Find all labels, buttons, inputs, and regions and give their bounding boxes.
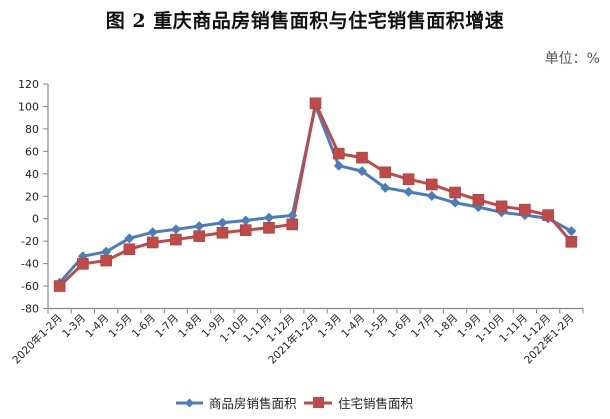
x-tick-label: 1-3月 [316, 312, 344, 340]
square-marker [449, 186, 461, 199]
unit-label: 单位：% [544, 51, 600, 67]
y-tick-label: 0 [32, 213, 39, 226]
square-marker [216, 226, 229, 239]
diamond-marker [566, 226, 577, 237]
square-marker-icon [313, 397, 324, 408]
series-lines [53, 97, 578, 292]
legend-item-residential: 住宅销售面积 [304, 396, 413, 411]
square-marker [356, 151, 368, 164]
legend: 商品房销售面积 住宅销售面积 [176, 396, 413, 411]
diamond-marker [124, 233, 135, 244]
y-tick-label: 40 [25, 168, 39, 181]
square-marker [495, 200, 508, 213]
axes [47, 84, 583, 310]
chart-title: 图 2 重庆商品房销售面积与住宅销售面积增速 [105, 10, 505, 32]
x-axis-ticks: 2020年1-2月1-3月1-4月1-5月1-6月1-7月1-8月1-9月1-1… [10, 308, 584, 366]
x-tick-label: 1-8月 [176, 312, 204, 340]
square-marker [100, 254, 112, 267]
x-tick-label: 1-6月 [386, 312, 414, 340]
y-tick-label: 20 [25, 190, 39, 203]
x-tick-label: 1-4月 [339, 312, 367, 340]
square-marker [565, 236, 578, 248]
x-tick-label: 1-6月 [130, 312, 158, 340]
x-tick-label: 1-4月 [83, 312, 111, 340]
x-tick-label: 1-5月 [362, 312, 390, 340]
diamond-marker [101, 246, 112, 257]
square-marker [123, 243, 136, 256]
diamond-marker [263, 212, 274, 223]
y-tick-label: 100 [18, 100, 39, 113]
diamond-marker [357, 166, 368, 177]
x-tick-label: 1-8月 [432, 312, 460, 340]
diamond-marker [333, 160, 344, 171]
diamond-marker [240, 215, 251, 226]
square-marker [426, 178, 438, 191]
square-marker [170, 233, 182, 246]
diamond-marker-icon [185, 398, 194, 408]
square-marker [519, 203, 531, 216]
x-tick-label: 1-3月 [60, 312, 88, 340]
square-marker [77, 258, 89, 270]
square-marker [146, 236, 159, 249]
square-marker [193, 230, 205, 242]
square-marker [542, 209, 554, 221]
series-line [58, 101, 573, 288]
square-marker [379, 166, 392, 179]
legend-label: 住宅销售面积 [338, 396, 413, 411]
legend-label: 商品房销售面积 [209, 396, 297, 411]
x-tick-label: 2020年1-2月 [10, 311, 65, 366]
y-axis-ticks: 120 100 80 60 40 20 0 -20 -40 -60 -80 [18, 78, 48, 316]
x-tick-label: 1-5月 [106, 312, 134, 340]
series-line [58, 104, 573, 284]
diamond-marker [380, 182, 391, 193]
square-marker [239, 224, 252, 236]
square-marker [263, 221, 275, 234]
y-tick-label: 80 [25, 123, 39, 136]
y-tick-label: -80 [21, 303, 39, 316]
x-tick-label: 1-7月 [409, 312, 437, 340]
square-marker [402, 173, 415, 185]
diamond-marker [217, 217, 228, 228]
square-marker [472, 194, 485, 206]
diamond-marker [403, 186, 414, 197]
y-tick-label: -40 [21, 258, 39, 271]
diamond-marker [426, 190, 437, 201]
y-tick-label: 120 [18, 78, 39, 91]
y-tick-label: -20 [21, 235, 39, 248]
diamond-marker [194, 221, 205, 232]
diamond-marker [287, 210, 298, 221]
x-tick-label: 1-7月 [153, 312, 181, 340]
square-marker [309, 97, 322, 110]
square-marker [286, 218, 299, 231]
diamond-marker [450, 197, 461, 208]
diamond-marker [170, 224, 181, 235]
legend-item-commercial-housing: 商品房销售面积 [176, 396, 297, 411]
diamond-marker [147, 227, 158, 238]
square-marker [53, 280, 66, 292]
y-tick-label: -60 [21, 280, 39, 293]
y-tick-label: 60 [25, 145, 39, 158]
square-marker [332, 147, 345, 160]
